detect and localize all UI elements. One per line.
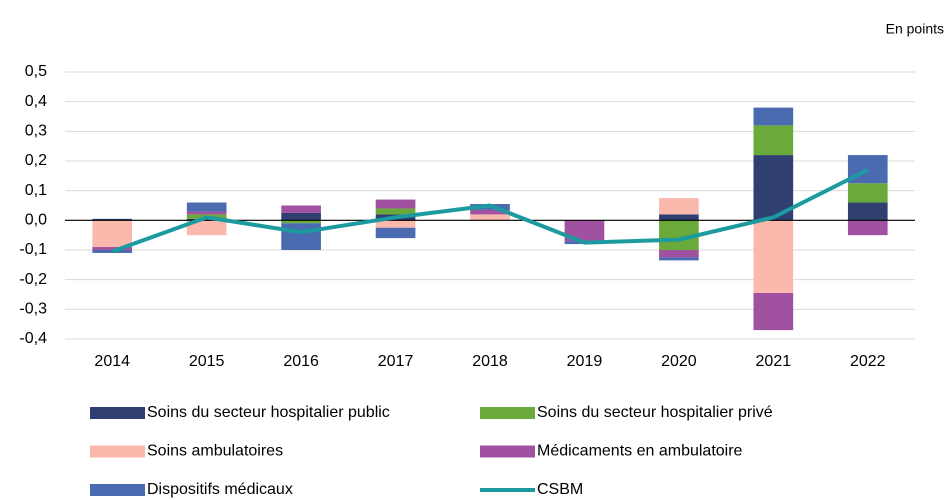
y-tick-label: 0,4 [25,93,47,110]
legend-label: Soins ambulatoires [147,443,283,460]
bar-segment [753,125,794,156]
legend-label: Dispositifs médicaux [147,481,293,498]
bar-segment [659,250,699,258]
legend-label: Médicaments en ambulatoire [537,443,743,460]
line-series [111,168,869,254]
x-tick-label: 2020 [661,353,697,370]
y-tick-label: -0,2 [19,271,47,288]
y-tick-label: 0,2 [25,152,47,169]
bar-segment [375,220,416,228]
bar-segment [847,183,888,203]
bar-segment [753,293,794,331]
bar-segment [659,198,699,215]
x-tick-label: 2017 [378,353,414,370]
y-tick-label: 0,5 [25,63,47,80]
bar-segment [375,208,416,215]
bar-segment [92,218,133,221]
legend-swatch [90,484,145,496]
bar-segment [470,214,510,221]
y-tick-label: -0,3 [19,301,47,318]
x-tick-label: 2016 [283,353,319,370]
bar-segment [186,218,227,221]
bar-segment [92,220,133,248]
bar-segment [375,199,416,209]
legend-swatch [480,407,535,419]
legend-label: Soins du secteur hospitalier public [147,404,390,421]
legend-label: Soins du secteur hospitalier privé [537,404,773,421]
x-tick-label: 2022 [850,353,886,370]
bar-segment [186,211,227,215]
bar-segment [847,220,888,236]
bar-segment [753,220,794,294]
bar-segment [659,214,699,221]
bar-segment [92,247,133,250]
bar-segment [281,220,321,224]
bar-segment [375,227,416,239]
x-tick-label: 2021 [756,353,792,370]
y-tick-label: 0,0 [25,212,47,229]
y-tick-label: -0,4 [19,330,47,347]
unit-note: En points [886,21,944,37]
y-tick-label: 0,3 [25,123,47,140]
y-tick-label: 0,1 [25,182,47,199]
legend-swatch [480,445,535,458]
y-tick-label: -0,1 [19,241,47,258]
legend-swatch [90,445,145,458]
bar-segment [659,257,699,261]
x-tick-label: 2015 [189,353,225,370]
x-tick-label: 2018 [472,353,508,370]
bar-segment [281,212,321,221]
bar-segment [186,220,227,236]
bar-segment [186,202,227,212]
bar-segment [470,209,510,215]
bar-segment [564,220,605,242]
x-tick-label: 2019 [567,353,603,370]
legend-label: CSBM [537,481,583,498]
bar-segment [847,202,888,221]
bar-segment [753,107,794,126]
bar-segment [281,223,321,250]
x-tick-label: 2014 [94,353,130,370]
legend-swatch [90,407,145,419]
bar-segment [281,205,321,213]
